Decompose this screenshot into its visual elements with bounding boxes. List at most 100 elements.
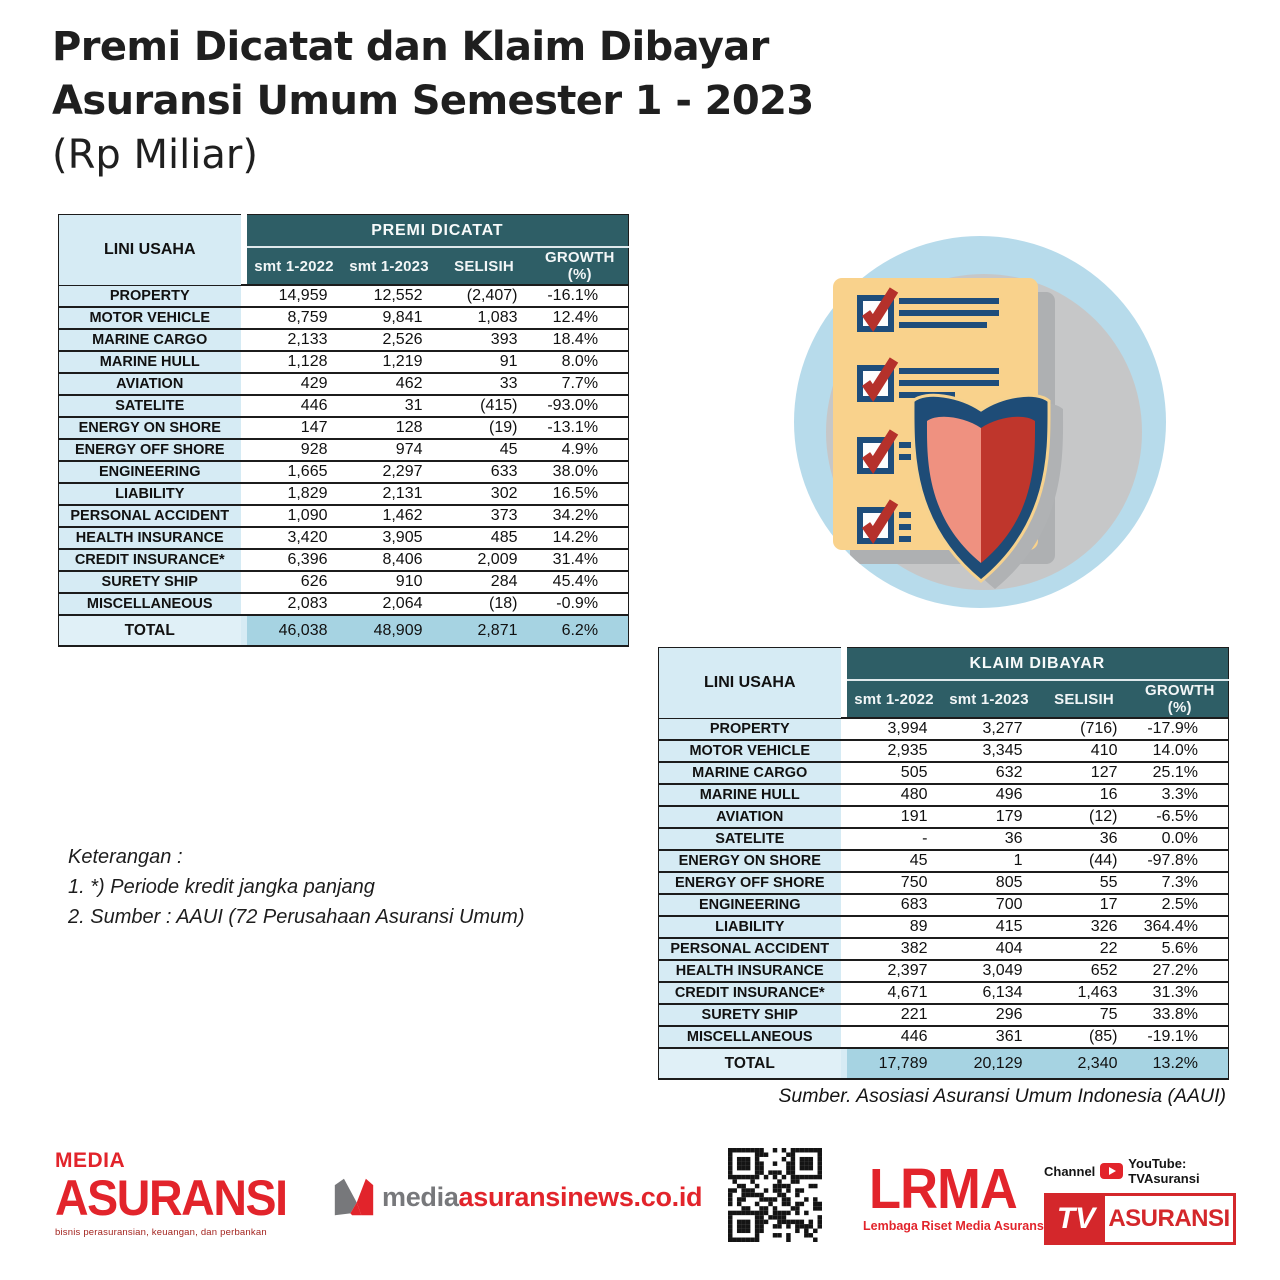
cell-value: 38.0%: [531, 461, 630, 484]
cell-value: 326: [1036, 916, 1132, 939]
cell-value: 22: [1036, 938, 1132, 961]
cell-value: 7.3%: [1131, 872, 1230, 895]
row-spacer: [240, 351, 247, 374]
cell-value: 429: [246, 373, 342, 396]
cell-value: (415): [436, 395, 532, 418]
cell-value: 179: [941, 806, 1037, 829]
row-spacer: [240, 439, 247, 462]
cell-value: 3,420: [246, 527, 342, 550]
website-url-prefix: media: [382, 1181, 459, 1212]
table-row: LIABILITY 89 415 326 364.4%: [658, 916, 1230, 939]
lrma-logo: LRMA Lembaga Riset Media Asuransi: [863, 1157, 1048, 1233]
channel-label: Channel: [1044, 1163, 1096, 1179]
row-label: ENERGY OFF SHORE: [58, 439, 241, 462]
cell-value: 4,671: [846, 982, 942, 1005]
cell-value: 3,905: [341, 527, 437, 550]
cell-value: 683: [846, 894, 942, 917]
media-logo-main: ASURANSI: [55, 1170, 288, 1226]
table-row: SATELITE -36 36 0.0%: [658, 828, 1230, 851]
total-value: 13.2%: [1131, 1048, 1230, 1080]
row-spacer: [840, 872, 847, 895]
lrma-tagline: Lembaga Riset Media Asuransi: [863, 1219, 1048, 1233]
cell-value: 393: [436, 329, 532, 352]
cell-value: 296: [941, 1004, 1037, 1027]
row-label: MOTOR VEHICLE: [658, 740, 841, 763]
cell-value: 1: [941, 850, 1037, 873]
checkmark-icon: [861, 429, 899, 475]
row-label: MARINE HULL: [658, 784, 841, 807]
page-title: Premi Dicatat dan Klaim Dibayar Asuransi…: [52, 20, 814, 182]
row-label: MISCELLANEOUS: [658, 1026, 841, 1049]
table-row: ENERGY ON SHORE 45 1 (44) -97.8%: [658, 850, 1230, 873]
row-label: SATELITE: [658, 828, 841, 851]
checkmark-icon: [861, 287, 899, 333]
row-spacer: [240, 549, 247, 572]
cell-value: 127: [1036, 762, 1132, 785]
cell-value: 364.4%: [1131, 916, 1230, 939]
row-spacer: [240, 571, 247, 594]
row-label: CREDIT INSURANCE*: [658, 982, 841, 1005]
header-spacer: [240, 214, 247, 286]
cell-value: 633: [436, 461, 532, 484]
cell-value: -93.0%: [531, 395, 630, 418]
cell-value: -97.8%: [1131, 850, 1230, 873]
column-label-header: LINI USAHA: [658, 647, 841, 719]
cell-value: (2,407): [436, 285, 532, 308]
cell-value: 505: [846, 762, 942, 785]
row-label: SURETY SHIP: [58, 571, 241, 594]
row-spacer: [240, 395, 247, 418]
cell-value: 1,083: [436, 307, 532, 330]
cell-value: (19): [436, 417, 532, 440]
row-spacer: [840, 894, 847, 917]
column-header: GROWTH (%): [1131, 680, 1230, 719]
cell-value: 16.5%: [531, 483, 630, 506]
cell-value: 404: [941, 938, 1037, 961]
column-header: GROWTH (%): [531, 247, 630, 286]
cell-value: 1,665: [246, 461, 342, 484]
cell-value: 27.2%: [1131, 960, 1230, 983]
header-row: LINI USAHA KLAIM DIBAYAR: [658, 647, 1230, 719]
row-spacer: [840, 960, 847, 983]
youtube-play-icon: [1100, 1163, 1124, 1179]
row-label: MOTOR VEHICLE: [58, 307, 241, 330]
table-row: CREDIT INSURANCE* 6,396 8,406 2,009 31.4%: [58, 549, 630, 572]
cell-value: 3,049: [941, 960, 1037, 983]
cell-value: 2,397: [846, 960, 942, 983]
column-header: smt 1-2023: [941, 680, 1037, 719]
checkmark-icon: [861, 499, 899, 545]
cell-value: 7.7%: [531, 373, 630, 396]
cell-value: 36: [941, 828, 1037, 851]
cell-value: 5.6%: [1131, 938, 1230, 961]
cell-value: (85): [1036, 1026, 1132, 1049]
cell-value: 36: [1036, 828, 1132, 851]
cell-value: 1,829: [246, 483, 342, 506]
cell-value: 3,277: [941, 718, 1037, 741]
row-spacer: [840, 938, 847, 961]
notes-heading: Keterangan :: [68, 846, 183, 868]
row-spacer: [840, 1004, 847, 1027]
row-label: MISCELLANEOUS: [58, 593, 241, 616]
row-label: ENGINEERING: [58, 461, 241, 484]
note-item-2: 2. Sumber : AAUI (72 Perusahaan Asuransi…: [68, 906, 525, 928]
cell-value: -19.1%: [1131, 1026, 1230, 1049]
cell-value: 2,009: [436, 549, 532, 572]
cell-value: 928: [246, 439, 342, 462]
tv-logo-left: TV: [1047, 1196, 1105, 1242]
cell-value: 12.4%: [531, 307, 630, 330]
cell-value: 462: [341, 373, 437, 396]
row-spacer: [840, 828, 847, 851]
row-label: SURETY SHIP: [658, 1004, 841, 1027]
row-label: MARINE CARGO: [58, 329, 241, 352]
row-spacer: [840, 784, 847, 807]
row-spacer: [840, 762, 847, 785]
row-label: PERSONAL ACCIDENT: [658, 938, 841, 961]
table-row: PERSONAL ACCIDENT 1,090 1,462 373 34.2%: [58, 505, 630, 528]
table-row: MARINE CARGO 2,133 2,526 393 18.4%: [58, 329, 630, 352]
table-row: MARINE HULL 1,128 1,219 91 8.0%: [58, 351, 630, 374]
row-label: ENERGY ON SHORE: [658, 850, 841, 873]
total-value: 2,871: [436, 615, 532, 647]
cell-value: 3.3%: [1131, 784, 1230, 807]
shield-right-half: [981, 416, 1036, 563]
row-spacer: [240, 527, 247, 550]
lrma-wordmark: LRMA: [869, 1157, 1018, 1221]
